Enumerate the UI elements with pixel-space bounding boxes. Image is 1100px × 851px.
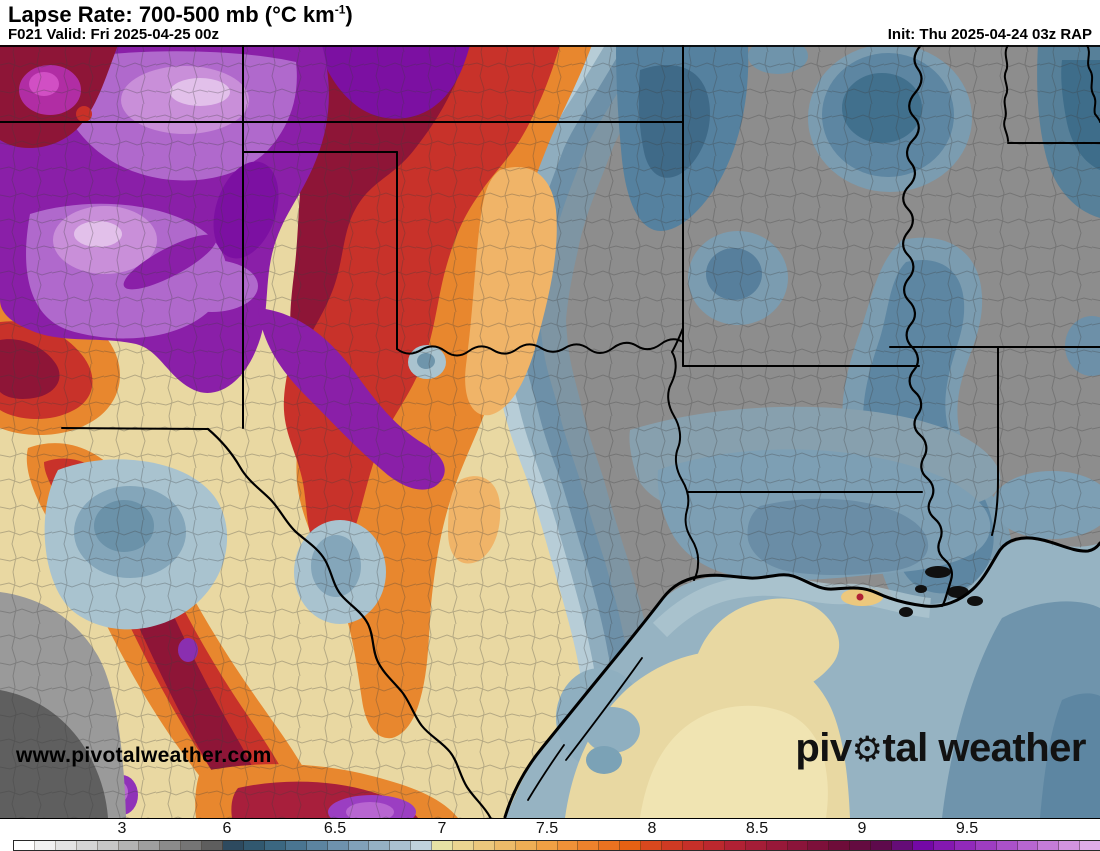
colorbar-cell	[411, 841, 433, 850]
state-borders	[0, 45, 1100, 581]
colorbar-cell	[243, 841, 265, 850]
colorbar-cell	[1080, 841, 1100, 850]
colorbar-cell	[118, 841, 140, 850]
colorbar-tick-label: 9.5	[955, 820, 979, 837]
colorbar-cell	[223, 841, 244, 850]
colorbar-cell	[599, 841, 621, 850]
colorbar-cell	[494, 841, 516, 850]
gear-icon: ⚙	[851, 730, 883, 770]
colorbar-cell	[996, 841, 1018, 850]
colorbar-cell	[181, 841, 203, 850]
colorbar-tick-label: 7	[437, 820, 447, 837]
colorbar-cell	[912, 841, 934, 850]
header: Lapse Rate: 700-500 mb (°C km-1) F021 Va…	[0, 0, 1100, 45]
colorbar-cell	[683, 841, 704, 850]
gulf-region	[505, 539, 1100, 818]
colorbar-cell	[306, 841, 328, 850]
colorbar-cell	[1059, 841, 1081, 850]
colorbar-tick-label: 6.5	[323, 820, 347, 837]
valid-time-label: F021 Valid: Fri 2025-04-25 00z	[8, 26, 219, 43]
colorbar-cell	[1017, 841, 1039, 850]
colorbar-cell	[369, 841, 391, 850]
colorbar-cell	[327, 841, 349, 850]
colorbar-cell	[536, 841, 558, 850]
rio-grande-river	[206, 427, 492, 818]
page-title: Lapse Rate: 700-500 mb (°C km-1)	[8, 2, 353, 27]
colorbar-cell	[202, 841, 224, 850]
colorbar-cell	[892, 841, 913, 850]
colorbar-cell	[745, 841, 767, 850]
colorbar-cell	[390, 841, 412, 850]
watermark: www.pivotalweather.com	[16, 744, 272, 767]
colorbar-cell	[850, 841, 872, 850]
colorbar-cell	[432, 841, 454, 850]
colorbar-cell	[264, 841, 286, 850]
colorbar-cell	[97, 841, 119, 850]
rivers	[206, 45, 953, 818]
colorbar-cell	[724, 841, 746, 850]
map-canvas	[0, 45, 1100, 818]
colorbar-tick-label: 9	[857, 820, 867, 837]
colorbar-cell	[578, 841, 600, 850]
colorbar-cell	[871, 841, 893, 850]
colorbar-tick-label: 8.5	[745, 820, 769, 837]
colorbar-cell	[76, 841, 98, 850]
colorbar-cell	[139, 841, 161, 850]
colorbar-cell	[515, 841, 537, 850]
colorbar-cell	[1038, 841, 1060, 850]
colorbar-cell	[348, 841, 370, 850]
colorbar-tick-label: 7.5	[535, 820, 559, 837]
colorbar-cell	[620, 841, 642, 850]
coastline	[503, 536, 1100, 818]
mississippi-river	[902, 45, 953, 608]
colorbar-cell	[662, 841, 683, 850]
colorbar-cell	[160, 841, 182, 850]
colorbar	[13, 840, 1100, 851]
colorbar-cell	[55, 841, 77, 850]
title-exponent: -1	[334, 2, 346, 17]
colorbar-cell	[557, 841, 579, 850]
colorbar-cell	[14, 841, 35, 850]
colorbar-cell	[641, 841, 663, 850]
colorbar-cell	[933, 841, 955, 850]
brand-logo: piv⚙tal weather	[795, 726, 1086, 770]
colorbar-tick-label: 6	[222, 820, 232, 837]
colorbar-cell	[787, 841, 809, 850]
colorbar-cell	[808, 841, 830, 850]
colorbar-cell	[473, 841, 495, 850]
colorbar-cell	[766, 841, 788, 850]
lakes	[899, 566, 983, 617]
colorbar-tick-label: 8	[647, 820, 657, 837]
colorbar-cell	[829, 841, 851, 850]
lapse-rate-map	[0, 45, 1100, 818]
colorbar-tick-label: 3	[117, 820, 127, 837]
colorbar-cell	[285, 841, 307, 850]
colorbar-cell	[954, 841, 976, 850]
colorbar-cell	[975, 841, 997, 850]
init-time-label: Init: Thu 2025-04-24 03z RAP	[887, 26, 1092, 43]
colorbar-cell	[703, 841, 725, 850]
colorbar-cell	[453, 841, 474, 850]
colorbar-labels: 3 6 6.5 7 7.5 8 8.5 9 9.5	[0, 818, 1100, 841]
colorbar-cell	[34, 841, 56, 850]
